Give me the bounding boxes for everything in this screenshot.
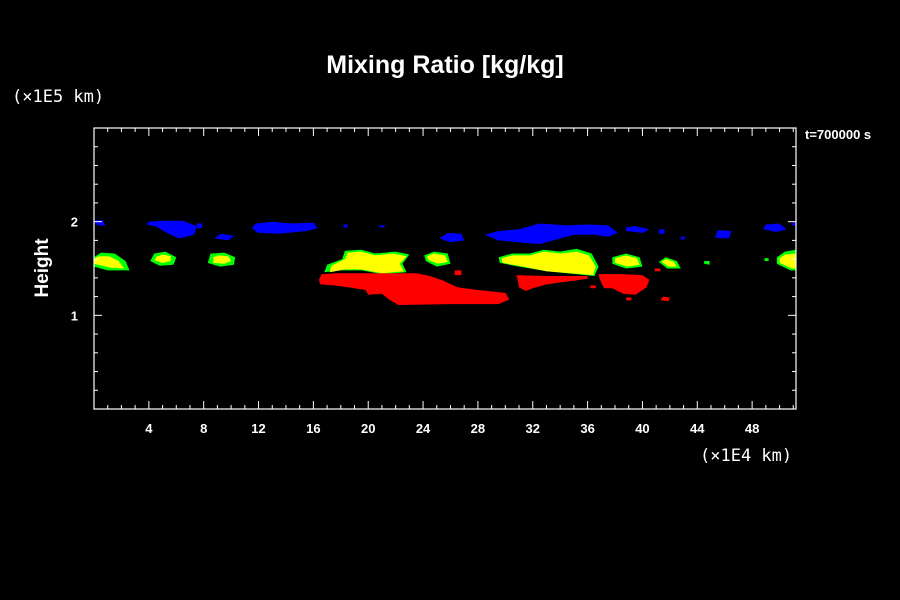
time-label: t=700000 s xyxy=(805,127,871,142)
red-region-37 xyxy=(516,275,588,291)
x-tick-label: 44 xyxy=(690,421,705,436)
blue-region-10 xyxy=(658,229,665,234)
y-unit-label: (×1E5 km) xyxy=(12,87,104,107)
x-tick-label: 12 xyxy=(251,421,265,436)
blue-region-6 xyxy=(379,225,385,228)
red-region-35 xyxy=(318,273,510,305)
blue-region-1 xyxy=(146,220,197,239)
x-tick-label: 40 xyxy=(635,421,649,436)
blue-region-9 xyxy=(626,226,650,233)
blue-region-5 xyxy=(343,224,348,228)
red-region-41 xyxy=(654,268,661,272)
yellow-region-26 xyxy=(501,251,596,276)
x-tick-label: 4 xyxy=(145,421,153,436)
red-region-36 xyxy=(454,270,462,276)
x-tick-label: 16 xyxy=(306,421,320,436)
x-tick-label: 32 xyxy=(526,421,540,436)
red-region-40 xyxy=(626,297,632,301)
y-axis-label: Height xyxy=(32,238,53,298)
blue-region-3 xyxy=(214,233,234,241)
plot-regions xyxy=(94,219,796,305)
green-region-31 xyxy=(704,261,710,265)
yellow-region-18 xyxy=(154,254,171,263)
x-tick-label: 36 xyxy=(580,421,594,436)
red-region-38 xyxy=(598,274,650,295)
x-tick-label: 28 xyxy=(471,421,485,436)
x-tick-label: 8 xyxy=(200,421,207,436)
plot-frame xyxy=(93,127,797,410)
y-tick-label: 1 xyxy=(71,308,78,323)
blue-region-12 xyxy=(715,230,732,239)
yellow-region-24 xyxy=(427,253,448,264)
red-region-42 xyxy=(660,296,670,302)
blue-region-8 xyxy=(484,223,618,245)
y-tick-label: 2 xyxy=(71,215,78,230)
yellow-region-34 xyxy=(779,253,796,269)
yellow-region-22 xyxy=(329,251,407,274)
yellow-region-28 xyxy=(615,255,640,267)
yellow-region-20 xyxy=(213,255,232,264)
blue-region-11 xyxy=(680,236,685,240)
green-region-32 xyxy=(764,258,769,261)
x-tick-label: 20 xyxy=(361,421,375,436)
x-tick-label: 24 xyxy=(416,421,431,436)
chart-title: Mixing Ratio [kg/kg] xyxy=(326,51,564,79)
yellow-region-30 xyxy=(661,259,677,267)
yellow-region-16 xyxy=(94,256,125,269)
red-region-39 xyxy=(590,285,596,289)
x-tick-label: 48 xyxy=(745,421,759,436)
blue-region-4 xyxy=(251,221,318,234)
blue-region-2 xyxy=(196,223,203,229)
x-unit-label: (×1E4 km) xyxy=(700,446,792,466)
blue-region-7 xyxy=(439,232,465,243)
blue-region-13 xyxy=(763,223,787,232)
blue-region-14 xyxy=(791,222,796,226)
